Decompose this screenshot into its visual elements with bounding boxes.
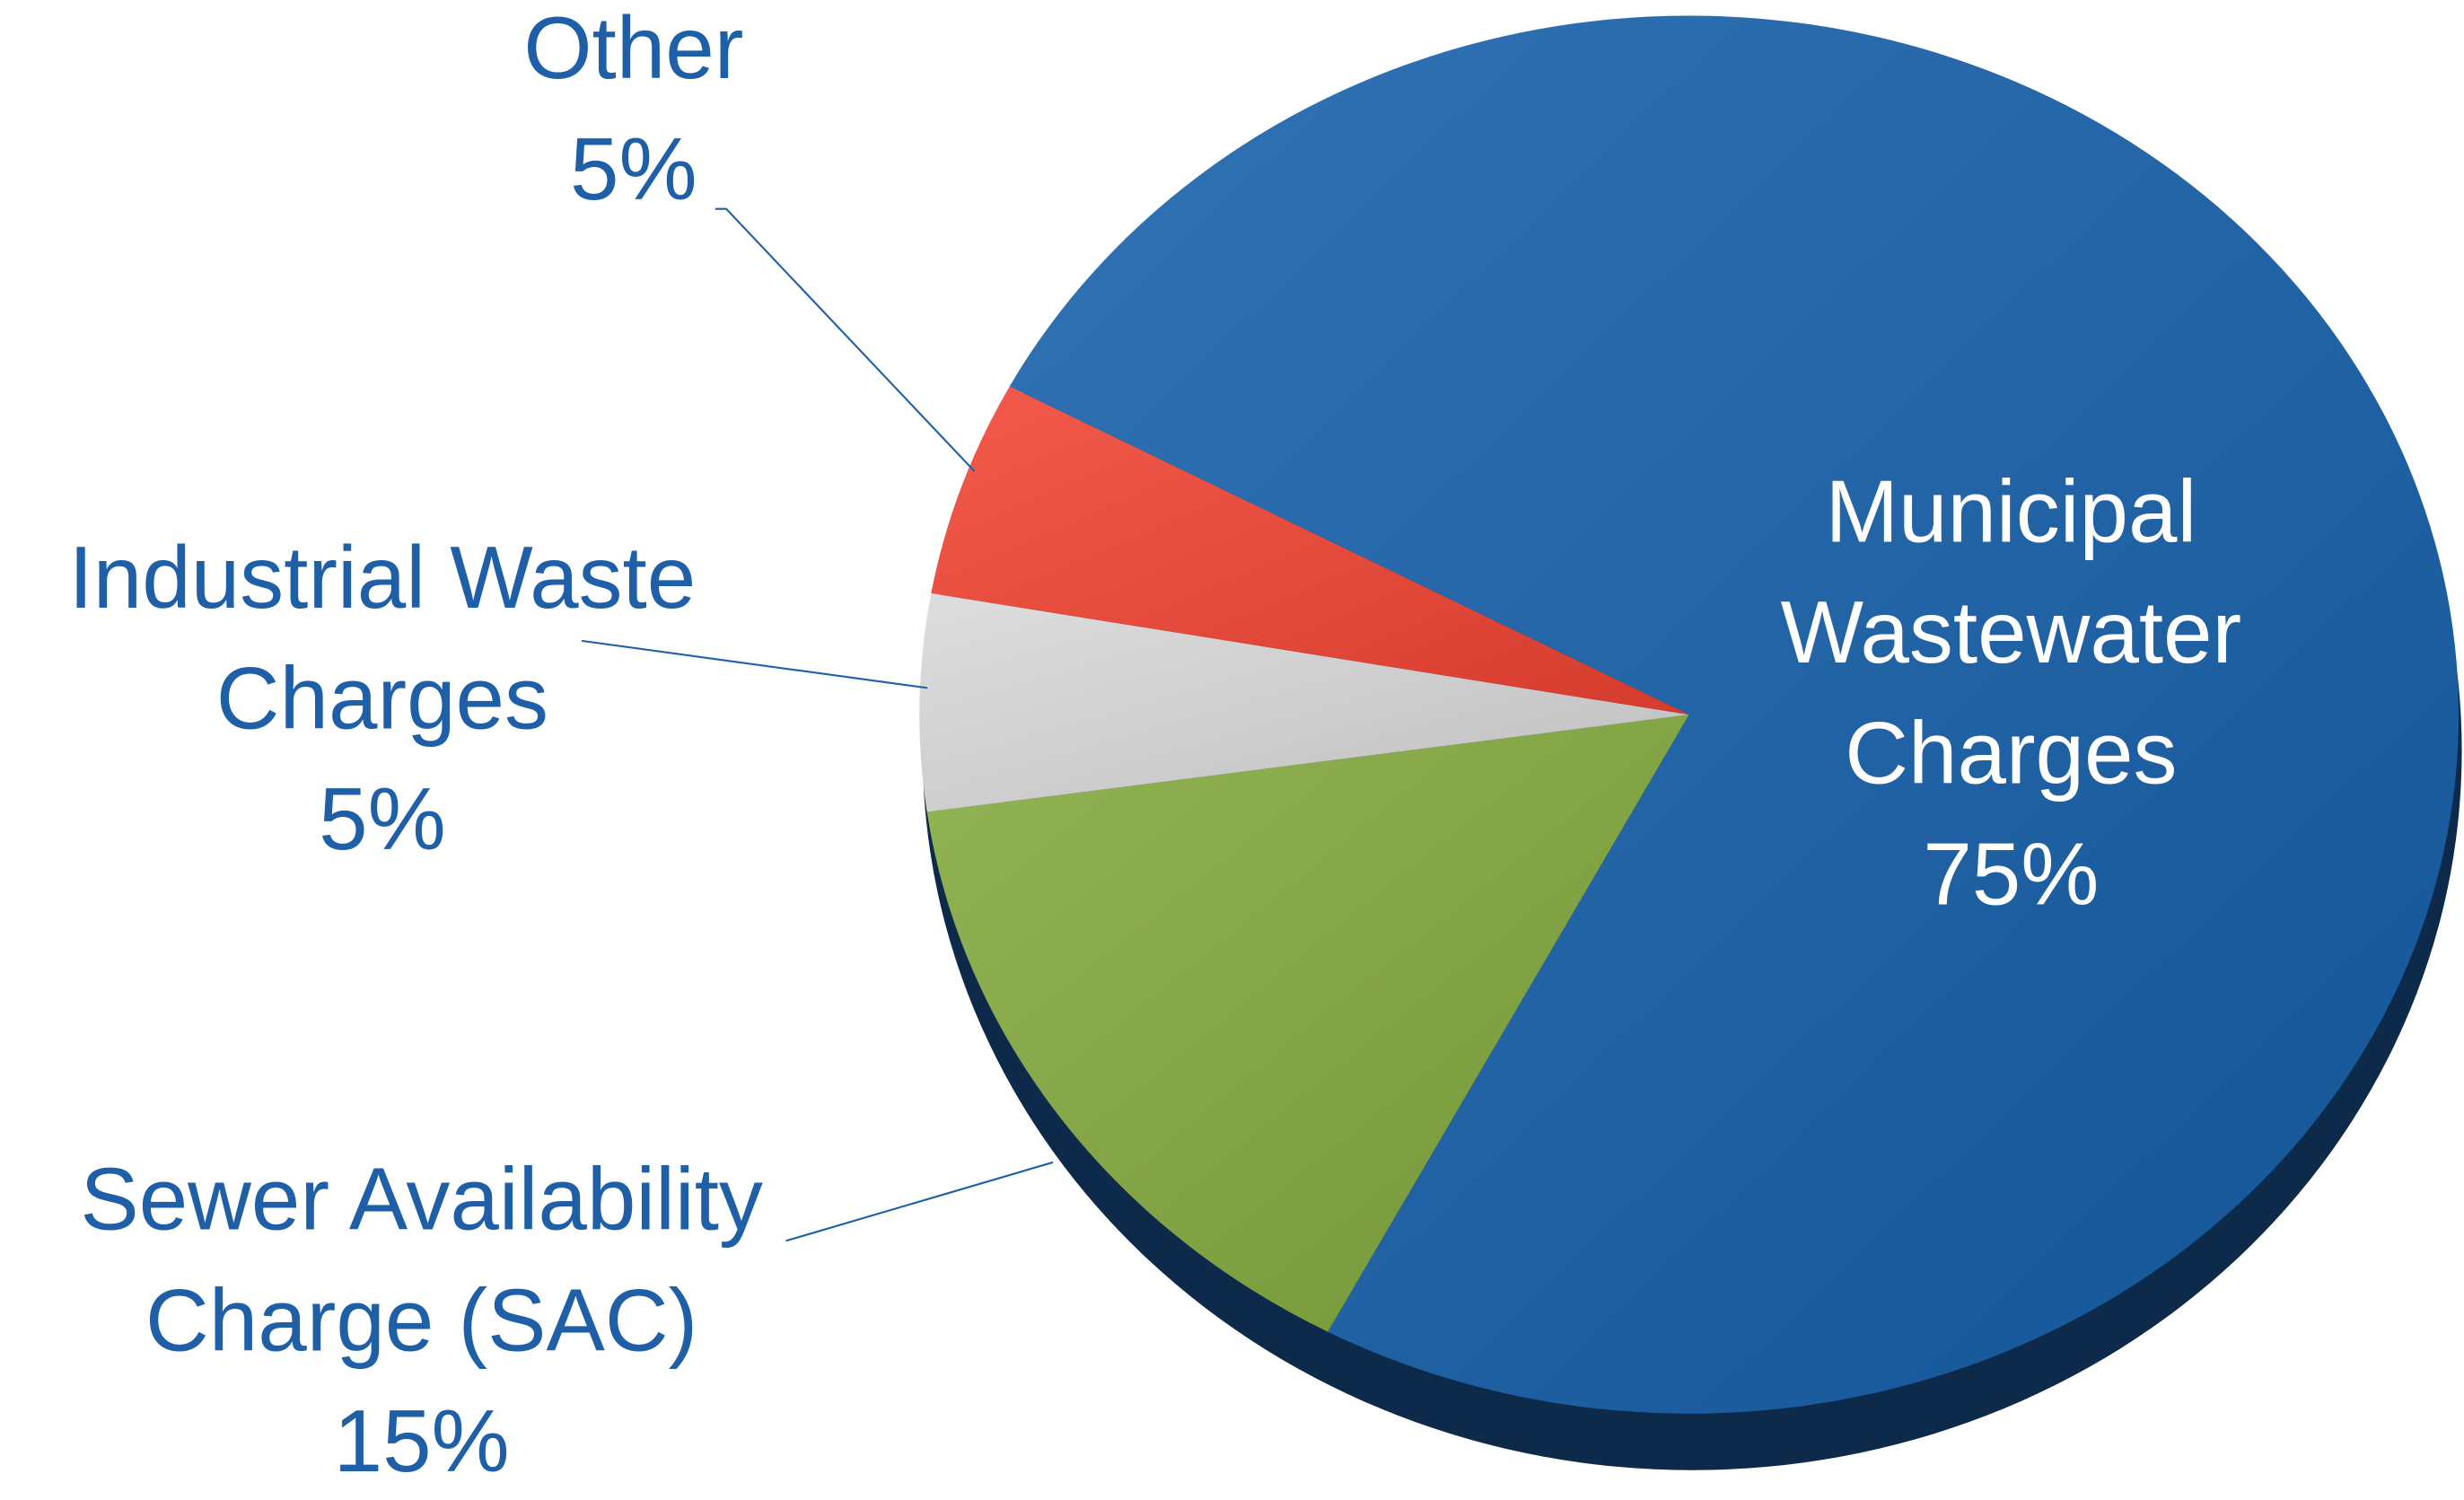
value-label: 5%	[570, 119, 697, 218]
value-label: 75%	[1923, 824, 2099, 923]
slice-shade	[1009, 15, 2460, 1414]
slice-shade	[926, 715, 1689, 1332]
slice-label: Other	[523, 0, 743, 97]
slice-label: Charges	[216, 649, 548, 748]
slice-label: Charges	[1845, 704, 2177, 803]
slice-label: Municipal	[1825, 461, 2197, 560]
slice-label: Sewer Availability	[80, 1150, 763, 1249]
value-label: 5%	[319, 769, 446, 868]
slice-shade	[919, 592, 1689, 812]
value-label: 15%	[334, 1391, 510, 1490]
slice-label: Industrial Waste	[69, 528, 697, 627]
leader-line	[581, 639, 928, 689]
leader-line	[785, 1161, 1054, 1242]
slice-shade	[931, 386, 1689, 715]
slice-label: Charge (SAC)	[145, 1270, 697, 1369]
leader-line	[715, 207, 976, 472]
slice-label: Wastewater	[1781, 583, 2242, 681]
